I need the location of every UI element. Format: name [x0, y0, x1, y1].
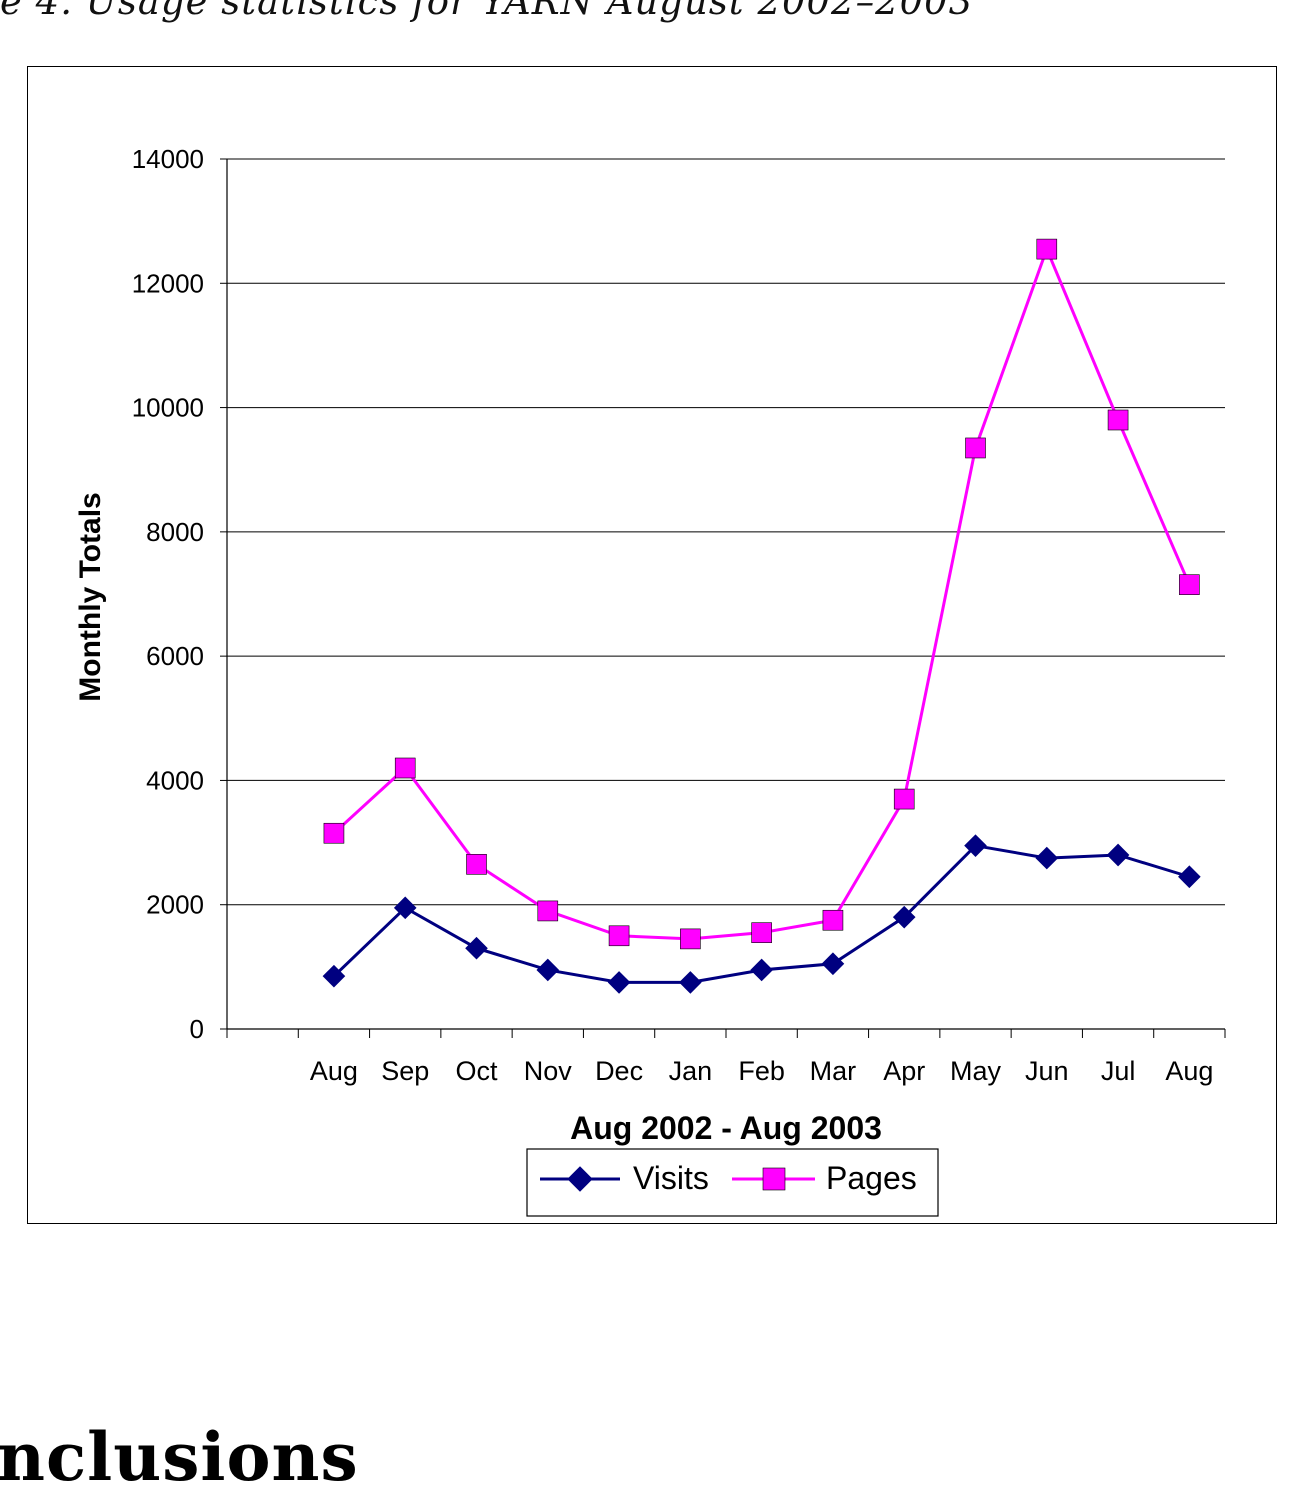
- x-tick-label: Oct: [455, 1056, 498, 1086]
- x-axis-label: Aug 2002 - Aug 2003: [570, 1110, 882, 1146]
- x-tick-label: May: [950, 1056, 1002, 1086]
- data-point-visits: [679, 971, 702, 994]
- series: [322, 238, 1201, 994]
- x-tick-label: Mar: [810, 1056, 857, 1086]
- data-point-pages: [822, 909, 844, 931]
- y-tick-label: 14000: [132, 144, 204, 174]
- y-tick-label: 6000: [146, 641, 204, 671]
- data-point-visits: [964, 834, 987, 857]
- y-tick-label: 2000: [146, 890, 204, 920]
- data-point-visits: [892, 905, 916, 929]
- data-point-visits: [1178, 865, 1201, 889]
- y-axis-label: Monthly Totals: [74, 492, 107, 701]
- data-point-pages: [1179, 574, 1200, 595]
- data-point-pages: [466, 854, 487, 875]
- figure-caption: e 4. Usage statistics for YARN August 20…: [0, 0, 974, 23]
- data-point-visits: [821, 952, 845, 976]
- chart-frame: [27, 66, 1277, 1224]
- series-line-pages: [332, 244, 1191, 941]
- data-point-pages: [537, 900, 559, 922]
- x-tick-label: Aug: [1165, 1056, 1213, 1086]
- data-point-pages: [893, 788, 915, 810]
- axes: 0 2000 4000 6000 8000 10000 12000 14000 Aug Sep Oc…: [132, 144, 1226, 1086]
- y-tick-label: 10000: [132, 393, 204, 423]
- data-point-pages: [1036, 238, 1058, 260]
- y-tick-label: 4000: [146, 765, 204, 795]
- legend-pages-label: Pages: [826, 1160, 917, 1196]
- legend-visits-label: Visits: [633, 1160, 709, 1196]
- x-tick-label: Jun: [1025, 1056, 1069, 1086]
- data-point-visits: [1035, 846, 1059, 870]
- legend: Visits Pages: [526, 1148, 939, 1217]
- data-point-visits: [750, 958, 773, 982]
- data-point-pages: [323, 822, 345, 844]
- x-tick-label: Dec: [595, 1056, 643, 1086]
- data-point-pages: [1107, 409, 1129, 431]
- y-tick-label: 12000: [132, 268, 204, 298]
- x-tick-label: Apr: [883, 1056, 925, 1086]
- data-point-pages: [965, 437, 986, 459]
- data-point-pages: [394, 757, 416, 779]
- x-tick-label: Nov: [524, 1056, 573, 1086]
- legend-box: [526, 1148, 939, 1217]
- data-point-pages: [608, 925, 630, 947]
- x-tick-label: Sep: [381, 1056, 429, 1086]
- data-point-visits: [1106, 843, 1130, 867]
- x-tick-label: Jan: [669, 1056, 713, 1086]
- y-tick-label: 0: [190, 1014, 204, 1044]
- data-point-visits: [393, 896, 417, 920]
- data-point-visits: [536, 958, 560, 982]
- section-heading: nclusions: [0, 1418, 359, 1496]
- data-point-pages: [680, 928, 701, 950]
- data-point-visits: [607, 971, 631, 994]
- x-tick-label: Jul: [1101, 1056, 1136, 1086]
- data-point-pages: [751, 922, 772, 943]
- x-tick-label: Feb: [738, 1056, 785, 1086]
- data-point-visits: [322, 964, 346, 988]
- legend-pages-marker: [762, 1167, 786, 1191]
- y-tick-label: 8000: [146, 517, 204, 547]
- x-tick-label: Aug: [310, 1056, 358, 1086]
- data-point-visits: [465, 936, 488, 960]
